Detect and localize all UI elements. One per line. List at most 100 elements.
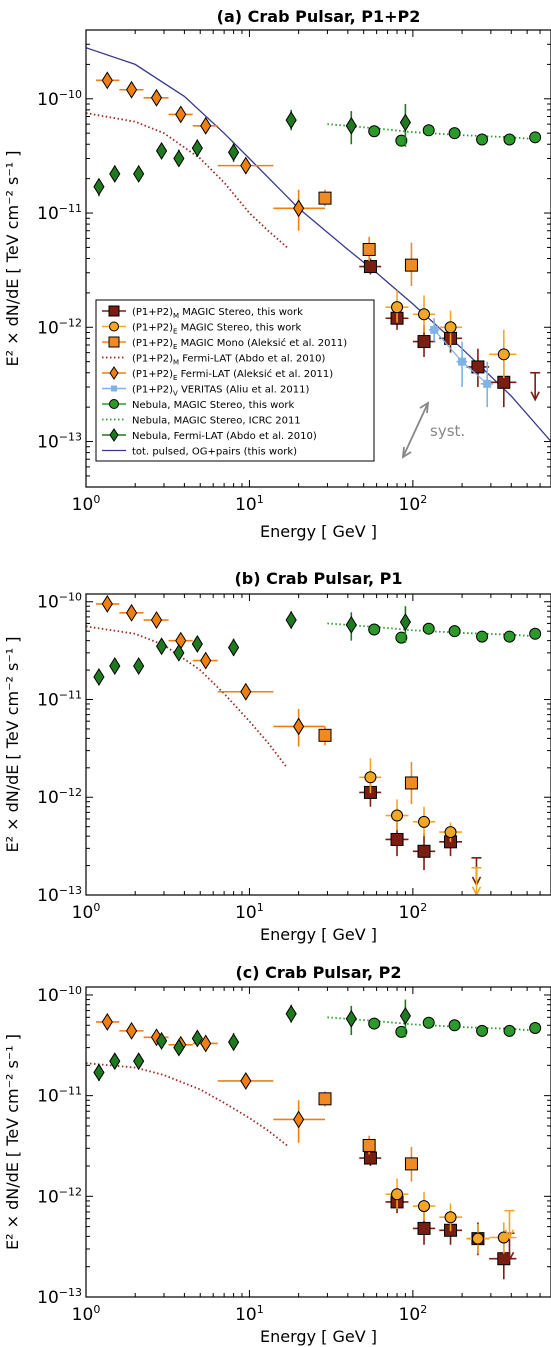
x-tick-label: 101: [235, 901, 264, 923]
legend-swatch-diamond: [109, 366, 119, 380]
x-tick-label: 101: [235, 1303, 264, 1325]
series-magic_stereo_m-point: [417, 844, 431, 858]
x-tick-label: 100: [72, 901, 101, 923]
legend-swatch-diamond: [109, 428, 119, 442]
series-nebula_fermi-point: [109, 164, 121, 183]
legend-label-sub: V: [173, 390, 178, 398]
y-tick-label-exp: −12: [59, 316, 82, 329]
series-fermi_m_curve-line: [86, 625, 288, 769]
series-magic_mono-point: [404, 776, 418, 790]
y-tick-label-base: 10: [37, 788, 59, 808]
series-nebula_fermi-point: [399, 613, 411, 631]
series-magic_stereo_e-point: [471, 1232, 484, 1245]
x-tick-label-base: 10: [399, 903, 421, 923]
series-veritas-point: [458, 357, 467, 366]
series-nebula_fermi-point: [173, 1038, 185, 1057]
legend-label-sub: E: [173, 343, 177, 351]
series-fermi_e-point: [101, 594, 113, 613]
series-fermi_e-point: [240, 156, 252, 175]
y-tick-label-exp: −11: [59, 1085, 82, 1098]
series-nebula_magic-point: [422, 1016, 435, 1029]
series-nebula_fermi-point: [228, 638, 240, 657]
series-magic_stereo_e-point: [391, 301, 404, 314]
y-tick-label: 10−10: [37, 88, 82, 110]
y-tick-label-base: 10: [37, 593, 59, 613]
series-nebula_fermi-point: [191, 635, 203, 653]
y-tick-label-base: 10: [37, 986, 59, 1006]
x-tick-label: 102: [399, 493, 428, 515]
plot-frame: [85, 29, 551, 488]
series-fermi_e-point: [200, 651, 212, 670]
y-tick-label-base: 10: [37, 690, 59, 710]
x-tick-label: 102: [399, 1303, 428, 1325]
series-nebula_fermi-point: [399, 1006, 411, 1025]
y-axis-label: E² × dN/dE [ TeV cm⁻² s⁻¹ ]: [3, 150, 22, 366]
series-fermi_e-point: [240, 682, 252, 701]
series-magic_stereo_e-point: [418, 308, 431, 321]
x-tick-label-exp: 1: [257, 901, 264, 914]
chart-title: (c) Crab Pulsar, P2: [235, 963, 401, 982]
legend-label-sub: M: [173, 359, 179, 367]
legend-label-main: Nebula, MAGIC Stereo, this work: [132, 400, 295, 411]
legend-swatch-square: [108, 305, 120, 317]
series-nebula_magic-point: [529, 1021, 542, 1034]
legend-label: (P1+P2)E Fermi-LAT (Aleksić et al. 2011): [132, 368, 333, 382]
series-magic_mono-point: [318, 191, 332, 205]
series-magic_stereo_e-point: [444, 321, 457, 334]
series-fermi_e-point: [200, 1034, 212, 1053]
legend: (P1+P2)M MAGIC Stereo, this work(P1+P2)E…: [95, 299, 375, 462]
y-tick-label-exp: −11: [59, 202, 82, 215]
x-tick-label-exp: 1: [257, 493, 264, 506]
y-tick-label: 10−11: [37, 202, 82, 224]
series-nebula_fermi-point: [345, 615, 357, 634]
legend-label-sub: E: [173, 374, 177, 382]
y-tick-label-base: 10: [37, 204, 59, 224]
series-fermi_e-point: [125, 80, 138, 99]
series-nebula_fermi-point: [155, 141, 168, 160]
series-magic_stereo_m-ul-arrow: [530, 391, 540, 402]
series-fermi_e-point: [101, 71, 113, 90]
y-tick-label-exp: −13: [59, 1286, 82, 1299]
legend-label-rest: MAGIC Mono (Aleksić et al. 2011): [177, 337, 347, 349]
series-nebula_fermi-point: [345, 1009, 357, 1028]
x-tick-label-base: 10: [72, 495, 94, 515]
legend-label-main: (P1+P2): [132, 354, 173, 365]
x-tick-label: 100: [72, 1303, 101, 1325]
legend-label-main: (P1+P2): [132, 307, 173, 318]
y-tick-label-exp: −10: [59, 984, 82, 997]
series-magic_stereo_e-ul-arrow: [504, 1229, 515, 1240]
legend-label: tot. pulsed, OG+pairs (this work): [132, 447, 297, 458]
series-fermi_m_curve-line: [86, 112, 288, 249]
legend-label-main: tot. pulsed, OG+pairs (this work): [132, 447, 297, 458]
x-tick-label-base: 10: [235, 1305, 257, 1325]
y-tick-label: 10−10: [37, 984, 82, 1006]
series-nebula_icrc-line: [327, 1016, 541, 1032]
series-nebula_fermi-point: [285, 1004, 297, 1023]
series-veritas-point: [483, 379, 492, 388]
x-tick-label-exp: 2: [420, 901, 427, 914]
series-nebula_magic-point: [368, 125, 381, 138]
series-nebula_magic-point: [503, 133, 516, 146]
syst-arrow-head: [419, 401, 430, 414]
y-tick-label: 10−12: [37, 316, 82, 338]
series-nebula_magic-point: [395, 134, 408, 147]
series-magic_stereo_m-point: [363, 260, 377, 274]
series-nebula_fermi-point: [191, 139, 203, 158]
series-magic_mono-point: [318, 1092, 332, 1106]
x-axis-label: Energy [ GeV ]: [260, 1327, 377, 1346]
y-axis-label: E² × dN/dE [ TeV cm⁻² s⁻¹ ]: [3, 1034, 22, 1250]
x-tick-label: 102: [399, 901, 428, 923]
series-nebula_fermi-point: [93, 668, 105, 686]
series-magic_stereo_m-point: [471, 360, 485, 374]
legend-swatch-circle: [109, 321, 119, 332]
series-magic_stereo_e-point: [497, 348, 510, 361]
legend-label-rest: VERITAS (Aliu et al. 2011): [178, 385, 310, 396]
legend-label: Nebula, MAGIC Stereo, this work: [132, 400, 295, 411]
series-nebula_fermi-point: [399, 113, 411, 132]
series-magic_stereo_e-point: [391, 809, 404, 822]
series-magic_stereo_e-point: [364, 771, 377, 784]
series-magic_mono-point: [404, 1157, 418, 1171]
legend-label-main: Nebula, Fermi-LAT (Abdo et al. 2010): [132, 431, 317, 442]
